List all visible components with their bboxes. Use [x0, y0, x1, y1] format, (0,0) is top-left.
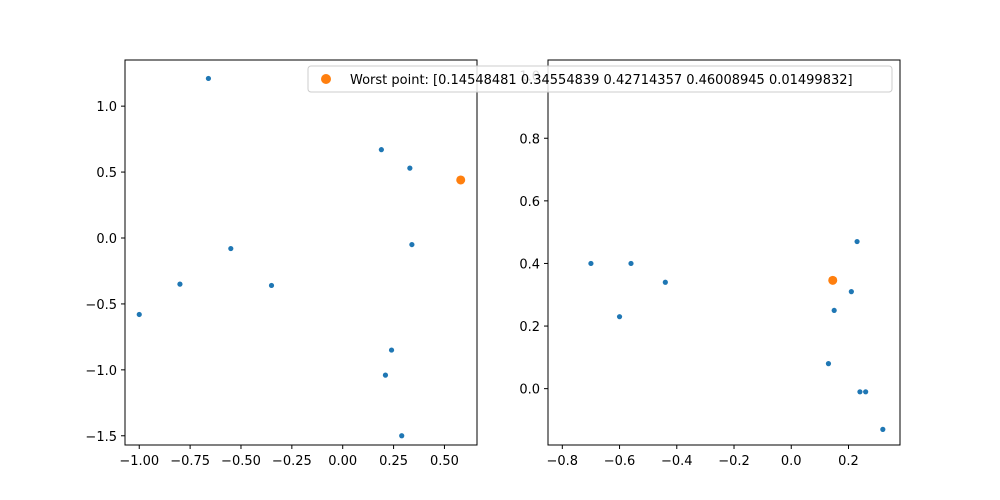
right-data-point	[880, 426, 886, 432]
left-axes-frame	[124, 59, 478, 446]
legend-label: Worst point: [0.14548481 0.34554839 0.42…	[350, 73, 853, 88]
right-x-tick-label: −0.4	[661, 454, 693, 469]
right-scatter-points	[588, 238, 886, 432]
right-x-tick-label: 0.0	[781, 454, 802, 469]
right-x-tick-label: 0.2	[838, 454, 859, 469]
left-x-tick-label: −1.00	[119, 454, 159, 469]
right-data-point	[848, 289, 854, 295]
left-x-tick-label: −0.50	[221, 454, 261, 469]
left-data-point	[399, 433, 405, 439]
right-data-point	[857, 389, 863, 395]
left-x-tick-label: 0.50	[430, 454, 459, 469]
legend: Worst point: [0.14548481 0.34554839 0.42…	[307, 65, 893, 93]
right-data-point	[588, 260, 594, 267]
right-data-point	[616, 314, 623, 320]
left-scatter-panel: −1.00 −0.75 −0.50 −0.25 0.00 0.25 0.50 −1.5 −1.0…	[85, 59, 478, 469]
right-y-tick-label: 0.8	[519, 132, 540, 147]
right-data-point	[825, 361, 832, 367]
left-x-tick-label: −0.75	[170, 454, 210, 469]
right-data-point	[854, 238, 860, 245]
left-data-point	[177, 281, 183, 287]
right-axes-frame	[547, 59, 901, 446]
left-y-tick-label: 0.0	[96, 232, 117, 247]
left-data-point	[205, 75, 212, 82]
left-data-point	[378, 147, 384, 153]
left-y-tick-label: −1.0	[85, 364, 117, 379]
left-y-tick-label: 1.0	[96, 100, 117, 115]
left-axis-ticks: −1.00 −0.75 −0.50 −0.25 0.00 0.25 0.50 −1.5 −1.0…	[85, 100, 458, 469]
left-x-tick-label: 0.25	[379, 454, 408, 469]
right-y-tick-label: 0.2	[519, 320, 540, 335]
right-data-point	[831, 307, 837, 314]
left-data-point	[409, 241, 415, 248]
left-data-point	[268, 282, 275, 289]
right-x-tick-label: −0.2	[718, 454, 750, 469]
left-y-tick-label: −1.5	[85, 430, 117, 445]
right-axis-ticks: −0.8−0.6−0.4−0.20.00.20.00.20.40.60.81.0	[519, 70, 859, 469]
right-data-point	[628, 260, 634, 267]
left-data-point	[228, 245, 234, 252]
left-scatter-points	[136, 75, 466, 439]
right-x-tick-label: −0.8	[547, 454, 579, 469]
left-y-tick-label: 0.5	[96, 166, 117, 181]
left-data-point	[382, 372, 389, 378]
left-worst-point	[456, 175, 466, 185]
legend-marker	[321, 74, 331, 84]
left-data-point	[136, 311, 142, 318]
right-worst-point	[828, 275, 838, 285]
right-data-point	[662, 279, 668, 285]
right-scatter-panel: −0.8−0.6−0.4−0.20.00.20.00.20.40.60.81.0	[519, 59, 901, 469]
right-data-point	[863, 389, 869, 395]
right-x-tick-label: −0.6	[604, 454, 636, 469]
left-x-tick-label: 0.00	[328, 454, 357, 469]
legend-box	[307, 65, 893, 93]
left-data-point	[407, 165, 413, 171]
left-data-point	[388, 347, 395, 353]
left-x-tick-label: −0.25	[272, 454, 312, 469]
right-y-tick-label: 0.4	[519, 257, 540, 272]
right-y-tick-label: 0.6	[519, 195, 540, 210]
left-y-tick-label: −0.5	[85, 298, 117, 313]
right-y-tick-label: 0.0	[519, 383, 540, 398]
